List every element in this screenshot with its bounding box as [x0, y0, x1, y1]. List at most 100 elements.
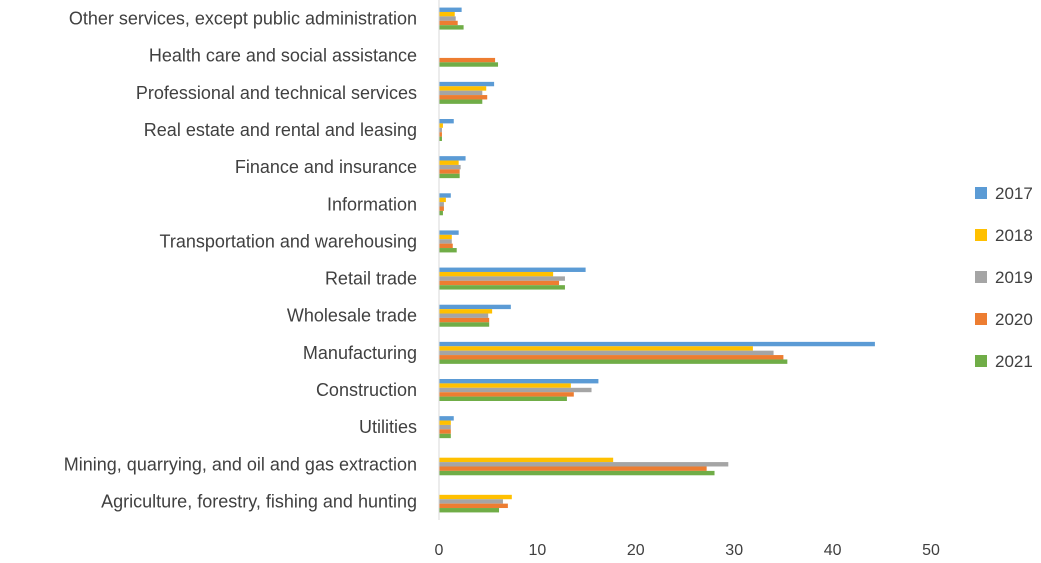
category-label: Mining, quarrying, and oil and gas extra…: [64, 454, 417, 474]
bar-2019: [439, 239, 452, 244]
x-tick-label: 40: [824, 542, 842, 559]
bar-2018: [439, 234, 452, 240]
legend-swatch-2017: [975, 187, 987, 199]
bar-2021: [439, 322, 490, 327]
legend-swatch-2020: [975, 313, 987, 325]
category-label: Health care and social assistance: [149, 46, 417, 66]
bar-2017: [439, 193, 451, 198]
x-tick-label: 10: [529, 542, 547, 559]
bar-2019: [439, 462, 729, 467]
bar-2021: [439, 99, 483, 104]
bar-2020: [439, 466, 707, 471]
bar-2019: [439, 387, 592, 393]
bar-2017: [439, 341, 875, 347]
bar-2020: [439, 206, 444, 211]
x-tick-label: 30: [725, 542, 743, 559]
bar-2019: [439, 16, 456, 21]
bar-2018: [439, 86, 487, 91]
bar-2021: [439, 396, 567, 401]
category-label: Wholesale trade: [287, 306, 417, 326]
bar-2021: [439, 248, 457, 253]
category-label: Finance and insurance: [235, 157, 417, 177]
bars: [439, 7, 875, 513]
bar-2018: [439, 457, 614, 463]
bar-2017: [439, 230, 459, 235]
bar-2019: [439, 499, 503, 504]
category-label: Transportation and warehousing: [160, 231, 418, 251]
bar-2019: [439, 424, 451, 430]
category-label: Real estate and rental and leasing: [144, 120, 417, 140]
bar-2020: [439, 355, 784, 360]
bar-2019: [439, 276, 565, 281]
bar-2018: [439, 271, 554, 277]
legend-label-2018: 2018: [995, 226, 1033, 245]
legend-label-2017: 2017: [995, 184, 1033, 203]
bar-2018: [439, 160, 459, 165]
category-label: Retail trade: [325, 269, 417, 289]
x-tick-label: 50: [922, 542, 940, 559]
legend-swatch-2019: [975, 271, 987, 283]
bar-2021: [439, 285, 565, 290]
bar-2021: [439, 470, 715, 476]
bar-2020: [439, 57, 496, 63]
category-label: Information: [327, 194, 417, 214]
category-labels: Agriculture, forestry, fishing and hunti…: [64, 9, 417, 512]
bar-2020: [439, 280, 560, 286]
bar-2021: [439, 433, 451, 439]
bar-2019: [439, 90, 483, 96]
bar-2018: [439, 11, 455, 17]
category-label: Professional and technical services: [136, 83, 417, 103]
bar-2018: [439, 383, 571, 388]
legend-label-2019: 2019: [995, 268, 1033, 287]
bar-2020: [439, 317, 490, 323]
category-label: Agriculture, forestry, fishing and hunti…: [101, 491, 417, 511]
legend-label-2020: 2020: [995, 310, 1033, 329]
bar-2018: [439, 197, 446, 203]
bar-2017: [439, 156, 466, 161]
bar-2019: [439, 127, 442, 133]
legend-swatch-2021: [975, 355, 987, 367]
bar-2020: [439, 20, 458, 26]
bar-2019: [439, 164, 461, 170]
bar-2021: [439, 508, 500, 513]
bar-2021: [439, 210, 443, 216]
category-label: Other services, except public administra…: [69, 9, 417, 29]
bar-2017: [439, 267, 586, 272]
bar-2018: [439, 123, 443, 128]
bar-2021: [439, 136, 442, 141]
bar-2020: [439, 95, 488, 100]
bar-2021: [439, 25, 464, 30]
x-axis-tick-labels: 0 10 20 30 40 50: [435, 542, 940, 559]
category-label: Utilities: [359, 417, 417, 437]
bar-2019: [439, 202, 444, 207]
bar-2021: [439, 173, 460, 179]
bar-2020: [439, 132, 442, 137]
bar-2019: [439, 313, 489, 318]
bar-2021: [439, 62, 499, 67]
bar-2020: [439, 243, 453, 249]
category-label: Manufacturing: [303, 343, 417, 363]
legend-label-2021: 2021: [995, 352, 1033, 371]
bar-2019: [439, 350, 774, 356]
legend-swatch-2018: [975, 229, 987, 241]
bar-2021: [439, 359, 788, 364]
bar-2017: [439, 7, 462, 12]
bar-2017: [439, 379, 599, 384]
bar-2017: [439, 81, 495, 87]
bar-2020: [439, 169, 460, 174]
x-tick-label: 0: [435, 542, 444, 559]
bar-2017: [439, 119, 454, 124]
category-label: Construction: [316, 380, 417, 400]
bar-2020: [439, 503, 508, 509]
bar-2018: [439, 494, 512, 500]
bar-2017: [439, 416, 454, 421]
bar-2020: [439, 429, 451, 434]
bar-2018: [439, 309, 493, 314]
bar-2017: [439, 304, 511, 310]
x-tick-label: 20: [627, 542, 645, 559]
legend: 2017 2018 2019 2020 2021: [975, 184, 1033, 371]
bar-2020: [439, 392, 574, 397]
bar-2018: [439, 346, 753, 351]
bar-2018: [439, 420, 451, 425]
